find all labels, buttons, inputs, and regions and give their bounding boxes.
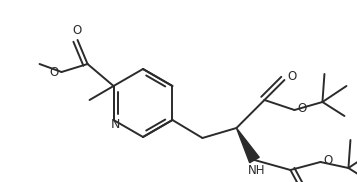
Text: O: O xyxy=(49,66,58,80)
Text: O: O xyxy=(288,70,297,82)
Text: NH: NH xyxy=(248,163,265,177)
Text: O: O xyxy=(298,102,307,114)
Polygon shape xyxy=(236,128,259,163)
Text: N: N xyxy=(111,118,120,132)
Text: O: O xyxy=(72,25,81,37)
Text: O: O xyxy=(324,153,333,167)
